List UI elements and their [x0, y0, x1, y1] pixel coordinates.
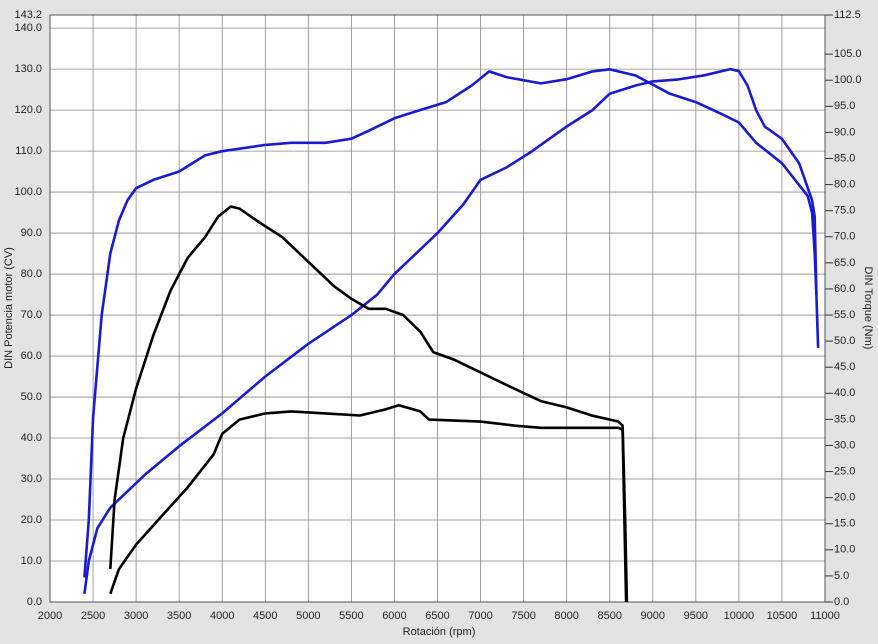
y-tick-label: 140.0: [14, 22, 42, 34]
y2-tick-label: 90.0: [834, 126, 855, 138]
curve: [83, 67, 820, 594]
curve: [109, 403, 628, 603]
y-tick-label: 30.0: [21, 473, 42, 485]
y2-tick-label: 20.0: [834, 492, 855, 504]
x-tick-label: 11000: [810, 610, 840, 622]
y2-tick-label: 15.0: [834, 518, 855, 530]
curve: [109, 205, 629, 603]
x-tick-label: 3500: [167, 610, 191, 622]
y2-tick-label: 70.0: [834, 231, 855, 243]
y-tick-label: 110.0: [15, 145, 42, 157]
y2-tick-label: 10.0: [834, 544, 855, 556]
y-tick-label: 120.0: [14, 104, 42, 116]
y2-tick-label: 100.0: [834, 74, 862, 86]
x-tick-label: 8500: [597, 610, 621, 622]
x-tick-label: 10000: [724, 610, 755, 622]
x-tick-label: 6500: [425, 610, 449, 622]
y2-tick-label: 85.0: [834, 152, 855, 164]
y2-tick-label: 95.0: [834, 100, 855, 112]
x-tick-label: 9500: [684, 610, 708, 622]
y2-tick-label: 35.0: [834, 413, 855, 425]
y2-tick-label: 55.0: [834, 309, 855, 321]
y2-tick-label: 25.0: [834, 465, 855, 477]
plot-border: [49, 14, 826, 603]
y2-tick-label: 40.0: [834, 387, 855, 399]
y-tick-label: 50.0: [21, 391, 42, 403]
x-tick-label: 2500: [81, 610, 105, 622]
y-tick-label: 10.0: [21, 555, 42, 567]
x-tick-label: 4500: [253, 610, 277, 622]
y2-tick-label: 0.0: [834, 596, 849, 608]
y2-tick-label: 45.0: [834, 361, 855, 373]
x-tick-label: 5500: [339, 610, 363, 622]
y-tick-label: 60.0: [21, 350, 42, 362]
y-tick-label: 70.0: [21, 309, 42, 321]
y-tick-label: 40.0: [21, 432, 42, 444]
y-tick-label: 0.0: [27, 596, 42, 608]
y2-tick-label: 112.5: [834, 9, 861, 21]
y2-tick-label: 50.0: [834, 335, 855, 347]
x-tick-label: 7500: [511, 610, 535, 622]
x-tick-label: 9000: [641, 610, 665, 622]
y2-tick-label: 65.0: [834, 257, 855, 269]
y2-tick-label: 30.0: [834, 439, 855, 451]
y2-axis-label: DIN Torque (Nm): [862, 267, 874, 350]
y-tick-label: 80.0: [21, 268, 42, 280]
y-tick-label: 143.2: [14, 9, 42, 21]
x-axis-label: Rotación (rpm): [403, 626, 476, 638]
x-tick-label: 3000: [124, 610, 148, 622]
x-tick-label: 2000: [38, 610, 62, 622]
y-axis-label: DIN Potencia motor (CV): [3, 247, 15, 369]
x-tick-label: 10500: [767, 610, 798, 622]
x-tick-label: 6000: [382, 610, 406, 622]
y-tick-label: 100.0: [14, 186, 42, 198]
y2-tick-label: 80.0: [834, 178, 855, 190]
x-tick-label: 8000: [554, 610, 578, 622]
y-tick-label: 130.0: [14, 63, 42, 75]
curve: [83, 68, 818, 578]
y2-tick-label: 60.0: [834, 283, 855, 295]
x-tick-label: 7000: [468, 610, 492, 622]
y2-tick-label: 5.0: [834, 570, 849, 582]
y-tick-label: 20.0: [21, 514, 42, 526]
y2-tick-label: 75.0: [834, 205, 855, 217]
x-tick-label: 4000: [210, 610, 234, 622]
y2-tick-label: 105.0: [834, 48, 862, 60]
y-tick-label: 90.0: [21, 227, 42, 239]
x-tick-label: 5000: [296, 610, 320, 622]
